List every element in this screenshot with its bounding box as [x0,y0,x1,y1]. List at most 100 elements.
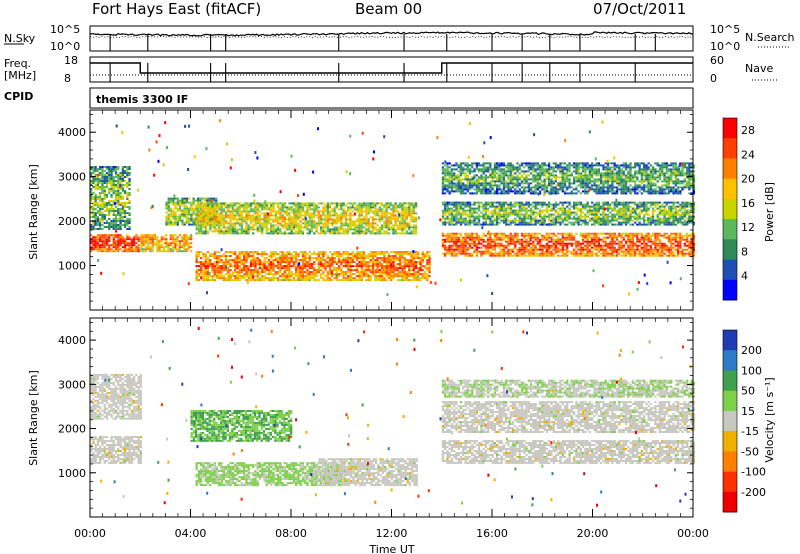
heatmap-cell [245,210,248,213]
heatmap-cell [681,236,684,239]
heatmap-cell [188,213,191,216]
heatmap-cell [290,202,293,205]
heatmap-cell [410,251,413,254]
heatmap-cell [579,248,582,251]
heatmap-cell [367,277,370,280]
heatmap-cell [448,232,451,235]
heatmap-cell [176,201,179,204]
heatmap-cell [185,236,188,239]
freq-right-tick-top: 60 [710,54,724,67]
heatmap-cell [128,192,131,194]
heatmap-cell [340,259,343,262]
heatmap-cell [380,204,384,207]
heatmap-cell [283,212,286,215]
heatmap-cell [387,263,390,266]
heatmap-cell [190,242,193,245]
heatmap-cell [342,259,345,262]
heatmap-cell [328,230,332,233]
heatmap-cell [475,254,478,257]
heatmap-cell [265,208,268,211]
heatmap-cell [92,208,95,210]
heatmap-cell [417,273,420,276]
heatmap-cell [322,206,325,209]
heatmap-cell [171,250,175,253]
heatmap-cell [128,174,131,176]
heatmap-cell [448,219,451,222]
heatmap-cell [493,236,497,239]
heatmap-cell [380,232,384,235]
heatmap-cell [369,253,372,256]
heatmap-cell [313,214,316,217]
heatmap-cell [502,234,506,237]
heatmap-cell [206,251,210,254]
heatmap-cell [236,230,239,233]
heatmap-cell [306,269,309,272]
heatmap-cell [518,240,521,243]
heatmap-cell [351,228,354,231]
heatmap-cell [335,261,338,264]
heatmap-cell [338,261,341,264]
heatmap-cell [387,202,390,205]
heatmap-cell [272,275,275,278]
heatmap-cell [593,244,596,247]
heatmap-cell [240,269,243,272]
heatmap-cell [692,238,695,241]
heatmap-cell [308,271,311,274]
heatmap-cell [401,214,404,217]
heatmap-cell [453,236,456,239]
heatmap-cell [502,246,506,249]
heatmap-cell [274,228,277,231]
heatmap-cell [101,198,104,200]
heatmap-cell [208,209,211,212]
heatmap-cell [201,215,204,218]
heatmap-cell [326,218,329,221]
heatmap-cell [532,244,535,247]
heatmap-cell [505,223,508,226]
heatmap-cell [654,254,657,257]
heatmap-cell [462,201,465,204]
heatmap-cell [281,214,284,217]
heatmap-cell [331,224,334,227]
heatmap-cell [178,234,181,237]
heatmap-cell [290,232,293,235]
heatmap-cell [229,277,232,280]
heatmap-cell [396,216,400,219]
heatmap-cell [256,220,259,223]
heatmap-cell [123,214,127,216]
heatmap-cell [247,214,250,217]
heatmap-cell [356,204,359,207]
heatmap-cell [351,257,354,260]
heatmap-cell [204,214,207,217]
heatmap-cell [192,197,195,200]
heatmap-cell [428,275,431,278]
heatmap-cell [686,236,689,239]
heatmap-cell [234,216,237,219]
heatmap-cell [362,251,366,254]
heatmap-cell [322,228,325,231]
heatmap-cell [459,246,463,249]
heatmap-cell [110,178,113,180]
heatmap-cell [396,224,400,227]
heatmap-cell [405,206,409,209]
heatmap-cell [423,273,427,276]
heatmap-cell [484,244,487,247]
heatmap-cell [491,209,494,212]
heatmap-cell [570,250,573,253]
heatmap-cell [96,220,100,222]
heatmap-cell [90,180,93,182]
heatmap-cell [243,218,246,221]
heatmap-cell [215,275,219,278]
heatmap-cell [245,202,248,205]
heatmap-cell [462,207,465,210]
heatmap-cell [360,202,363,205]
heatmap-cell [108,240,111,243]
heatmap-cell [319,257,323,260]
heatmap-cell [153,236,157,239]
heatmap-cell [636,252,639,255]
heatmap-cell [245,208,248,211]
heatmap-cell [543,244,546,247]
heatmap-cell [649,234,653,237]
heatmap-cell [185,238,188,241]
heatmap-cell [534,207,537,210]
heatmap-cell [482,250,485,253]
